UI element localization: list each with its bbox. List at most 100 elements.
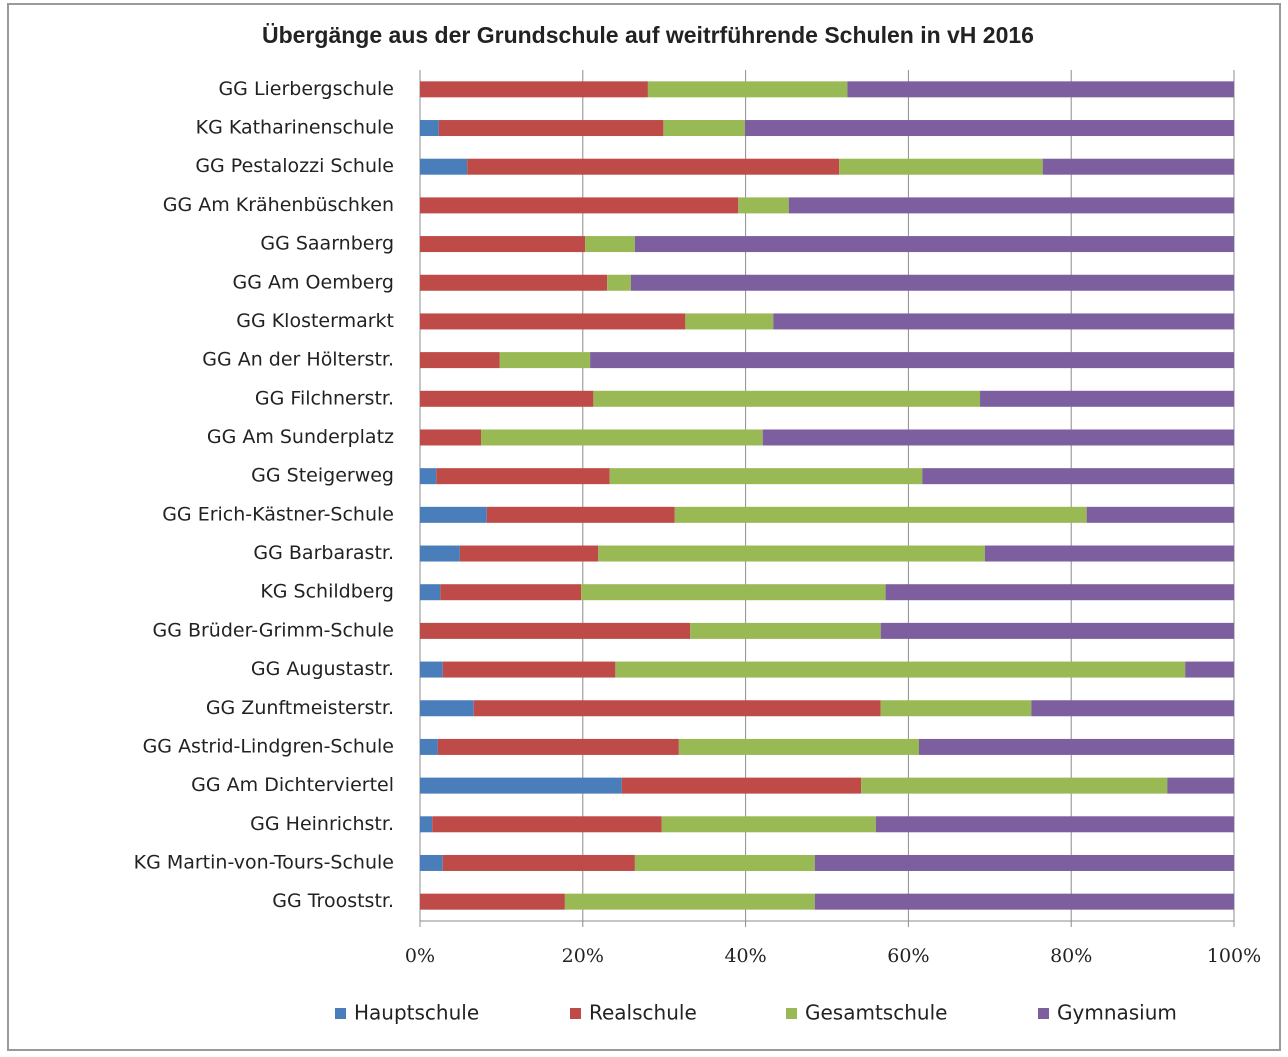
bar-segment: [678, 738, 919, 755]
legend-swatch: [335, 1008, 346, 1019]
bar-segment: [1086, 506, 1234, 523]
bar-segment: [744, 120, 1234, 137]
bar-segment: [581, 584, 886, 601]
y-tick-label: GG Brüder-Grimm-Schule: [152, 619, 394, 641]
y-tick-label: GG Saarnberg: [260, 233, 394, 255]
bar-segment: [814, 854, 1234, 871]
legend-swatch: [570, 1008, 581, 1019]
bar-segment: [690, 622, 881, 639]
bar-segment: [585, 236, 635, 253]
bar-segment: [442, 854, 635, 871]
bar-segment: [661, 816, 876, 833]
y-tick-label: GG Filchnerstr.: [255, 387, 394, 409]
x-tick-label: 60%: [887, 945, 929, 967]
frame: [7, 3, 1281, 1051]
bar-segment: [420, 816, 433, 833]
y-tick-label: GG An der Hölterstr.: [202, 349, 394, 371]
bar-segment: [1167, 777, 1234, 794]
bar-segment: [593, 390, 981, 407]
bar-segment: [420, 468, 437, 485]
bar-segment: [590, 352, 1234, 369]
bar-segment: [442, 661, 616, 678]
y-tick-label: GG Klostermarkt: [236, 310, 394, 332]
bar-segment: [420, 661, 443, 678]
y-tick-label: KG Martin-von-Tours-Schule: [134, 851, 394, 873]
bar-segment: [861, 777, 1168, 794]
bar-segment: [598, 545, 985, 562]
legend-label: Hauptschule: [354, 1001, 479, 1025]
bar-segment: [918, 738, 1234, 755]
bar-segment: [420, 197, 739, 214]
bar-segment: [486, 506, 675, 523]
bar-segment: [420, 584, 441, 601]
bar-segment: [738, 197, 789, 214]
y-tick-label: KG Katharinenschule: [196, 117, 394, 139]
bar-segment: [420, 738, 438, 755]
bar-segment: [814, 893, 1234, 910]
bar-segment: [481, 429, 763, 446]
y-tick-label: GG Trooststr.: [272, 890, 394, 912]
bar-segment: [1031, 700, 1234, 717]
bar-segment: [674, 506, 1087, 523]
bar-segment: [420, 545, 460, 562]
x-tick-label: 20%: [562, 945, 604, 967]
legend-swatch: [1038, 1008, 1049, 1019]
bar-segment: [607, 274, 631, 291]
bar-segment: [634, 854, 815, 871]
bar-segment: [762, 429, 1234, 446]
y-tick-label: GG Am Oemberg: [233, 271, 394, 293]
bar-segment: [420, 313, 686, 330]
bar-segment: [922, 468, 1234, 485]
bar-segment: [420, 506, 487, 523]
bar-segment: [420, 777, 622, 794]
y-tick-label: GG Astrid-Lindgren-Schule: [143, 735, 394, 757]
chart-title: Übergänge aus der Grundschule auf weitrf…: [262, 22, 1034, 48]
bar-segment: [663, 120, 745, 137]
bar-segment: [685, 313, 774, 330]
bar-segment: [1042, 158, 1234, 175]
bar-segment: [984, 545, 1234, 562]
bar-segment: [420, 352, 500, 369]
legend-swatch: [786, 1008, 797, 1019]
bar-segment: [432, 816, 662, 833]
y-tick-label: KG Schildberg: [260, 581, 394, 603]
bar-segment: [839, 158, 1043, 175]
bar-segment: [436, 468, 610, 485]
bar-segment: [499, 352, 591, 369]
y-tick-label: GG Lierbergschule: [218, 78, 394, 100]
y-tick-label: GG Barbarastr.: [253, 542, 394, 564]
bar-segment: [564, 893, 815, 910]
y-tick-label: GG Am Krähenbüschken: [163, 194, 394, 216]
legend-label: Gymnasium: [1057, 1001, 1177, 1025]
bar-segment: [880, 622, 1234, 639]
y-tick-label: GG Am Dichterviertel: [191, 774, 394, 796]
bar-segment: [437, 738, 679, 755]
bar-segment: [420, 158, 468, 175]
bar-segment: [420, 390, 594, 407]
bar-segment: [634, 236, 1234, 253]
legend-label: Gesamtschule: [805, 1001, 947, 1025]
bar-segment: [440, 584, 582, 601]
bar-segment: [980, 390, 1234, 407]
y-tick-label: GG Pestalozzi Schule: [195, 155, 394, 177]
bar-segment: [420, 854, 443, 871]
bar-segment: [420, 81, 648, 98]
y-tick-label: GG Steigerweg: [251, 465, 394, 487]
bar-segment: [773, 313, 1234, 330]
x-tick-label: 80%: [1050, 945, 1092, 967]
y-tick-label: GG Heinrichstr.: [250, 813, 394, 835]
bar-segment: [438, 120, 664, 137]
y-tick-label: GG Am Sunderplatz: [207, 426, 394, 448]
legend-label: Realschule: [589, 1001, 697, 1025]
x-tick-label: 100%: [1207, 945, 1261, 967]
bar-segment: [420, 120, 439, 137]
bar-segment: [615, 661, 1186, 678]
y-tick-label: GG Augustastr.: [251, 658, 394, 680]
bar-segment: [420, 236, 586, 253]
bar-segment: [880, 700, 1032, 717]
bar-segment: [420, 622, 691, 639]
bar-segment: [1185, 661, 1234, 678]
bar-segment: [875, 816, 1234, 833]
bar-segment: [647, 81, 848, 98]
